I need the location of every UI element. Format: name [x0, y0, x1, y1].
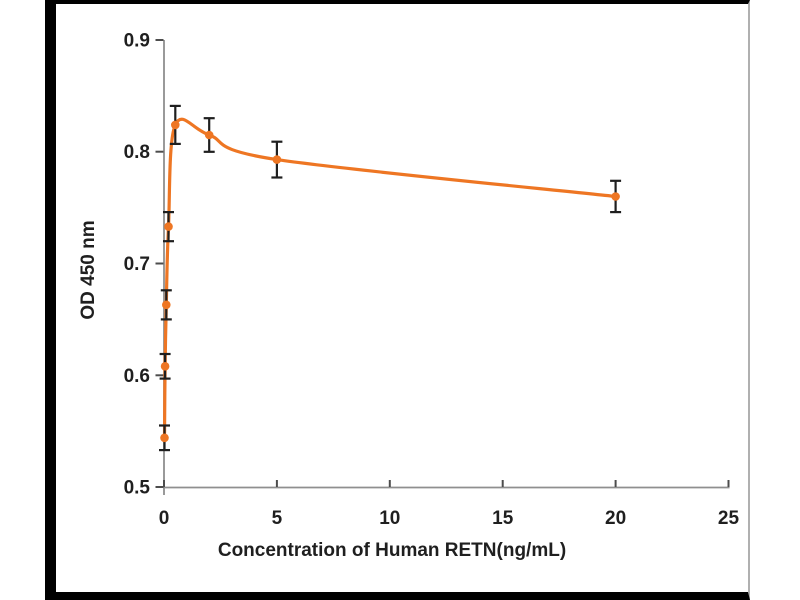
y-tick-label: 0.8: [124, 142, 150, 163]
y-tick-label: 0.5: [124, 478, 151, 499]
x-tick-label: 5: [272, 508, 283, 529]
data-point-marker: [272, 155, 282, 164]
y-axis-title: OD 450 nm: [78, 220, 99, 319]
data-point-marker: [611, 192, 620, 201]
data-point-marker: [204, 130, 214, 140]
data-series: [159, 104, 622, 452]
y-tick-label: 0.6: [124, 366, 150, 387]
axis-ticks: [155, 39, 730, 488]
x-tick-label: 10: [379, 508, 400, 529]
data-point-marker: [164, 222, 173, 231]
x-tick-label: 0: [159, 508, 170, 529]
data-point-marker: [160, 433, 169, 443]
x-tick-label: 15: [492, 508, 514, 529]
data-point-marker: [171, 120, 180, 130]
x-axis-title: Concentration of Human RETN(ng/mL): [218, 540, 566, 561]
data-point-markers: [160, 120, 620, 443]
axes: [163, 40, 730, 495]
data-point-marker: [160, 362, 170, 371]
y-tick-label: 0.9: [124, 31, 150, 52]
standard-curve-line: [162, 117, 618, 440]
chart-frame: [45, 0, 750, 600]
error-bars: [159, 104, 622, 452]
x-tick-label: 20: [605, 508, 626, 529]
tick-labels: 0.5 0.6 0.7 0.8 0.9 0 5 10 15 20 25: [124, 31, 740, 530]
y-tick-label: 0.7: [124, 254, 150, 275]
data-point-marker: [162, 300, 171, 310]
x-tick-label: 25: [718, 508, 740, 529]
